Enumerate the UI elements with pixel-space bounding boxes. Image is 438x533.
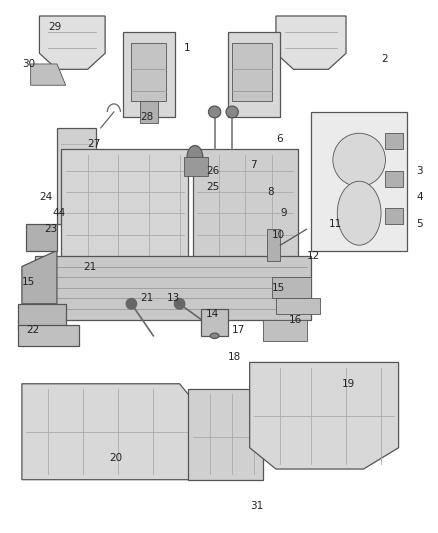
Text: 10: 10 xyxy=(272,230,285,239)
Text: 25: 25 xyxy=(206,182,219,191)
Polygon shape xyxy=(18,325,79,346)
Text: 30: 30 xyxy=(22,59,35,69)
Text: 29: 29 xyxy=(48,22,61,31)
Polygon shape xyxy=(31,64,66,85)
Text: 23: 23 xyxy=(44,224,57,234)
Text: 12: 12 xyxy=(307,251,320,261)
Polygon shape xyxy=(123,32,175,117)
Polygon shape xyxy=(276,16,346,69)
Ellipse shape xyxy=(174,298,185,309)
Polygon shape xyxy=(22,251,57,304)
Ellipse shape xyxy=(226,106,238,118)
Text: 14: 14 xyxy=(206,310,219,319)
Text: 6: 6 xyxy=(276,134,283,143)
Polygon shape xyxy=(263,320,307,341)
Bar xyxy=(385,208,403,224)
Text: 13: 13 xyxy=(166,294,180,303)
Polygon shape xyxy=(57,128,96,224)
Polygon shape xyxy=(228,32,280,117)
Text: 15: 15 xyxy=(22,278,35,287)
Text: 21: 21 xyxy=(83,262,96,271)
Text: 44: 44 xyxy=(53,208,66,218)
Bar xyxy=(131,43,166,101)
Text: 1: 1 xyxy=(184,43,191,53)
Text: 22: 22 xyxy=(26,326,39,335)
Ellipse shape xyxy=(333,133,385,187)
Bar xyxy=(385,133,403,149)
Polygon shape xyxy=(272,277,311,298)
Text: 28: 28 xyxy=(140,112,153,122)
Polygon shape xyxy=(39,16,105,69)
Text: 15: 15 xyxy=(272,283,285,293)
Ellipse shape xyxy=(337,181,381,245)
Text: 19: 19 xyxy=(342,379,355,389)
Bar xyxy=(201,309,228,336)
Text: 2: 2 xyxy=(381,54,388,63)
Text: 18: 18 xyxy=(228,352,241,362)
Bar xyxy=(385,171,403,187)
Text: 24: 24 xyxy=(39,192,53,202)
Text: 17: 17 xyxy=(232,326,245,335)
Ellipse shape xyxy=(210,333,219,338)
Text: 7: 7 xyxy=(250,160,256,170)
Text: 20: 20 xyxy=(110,454,123,463)
Polygon shape xyxy=(250,362,399,469)
Polygon shape xyxy=(267,229,280,261)
Polygon shape xyxy=(22,384,201,480)
Polygon shape xyxy=(276,298,320,314)
Text: 5: 5 xyxy=(416,219,423,229)
Polygon shape xyxy=(311,112,407,251)
Ellipse shape xyxy=(208,106,221,118)
Bar xyxy=(184,157,208,176)
Text: 11: 11 xyxy=(328,219,342,229)
Text: 3: 3 xyxy=(416,166,423,175)
Ellipse shape xyxy=(187,146,203,169)
Text: 16: 16 xyxy=(289,315,302,325)
Polygon shape xyxy=(193,149,298,277)
Polygon shape xyxy=(140,101,158,123)
Text: 26: 26 xyxy=(206,166,219,175)
Polygon shape xyxy=(18,304,66,330)
Ellipse shape xyxy=(126,298,137,309)
Polygon shape xyxy=(188,389,263,480)
Polygon shape xyxy=(26,224,57,251)
Text: 9: 9 xyxy=(280,208,287,218)
Text: 8: 8 xyxy=(267,187,274,197)
Polygon shape xyxy=(35,256,311,320)
Text: 4: 4 xyxy=(416,192,423,202)
Bar xyxy=(232,43,272,101)
Text: 21: 21 xyxy=(140,294,153,303)
Polygon shape xyxy=(61,149,188,277)
Text: 31: 31 xyxy=(250,502,263,511)
Text: 27: 27 xyxy=(88,139,101,149)
